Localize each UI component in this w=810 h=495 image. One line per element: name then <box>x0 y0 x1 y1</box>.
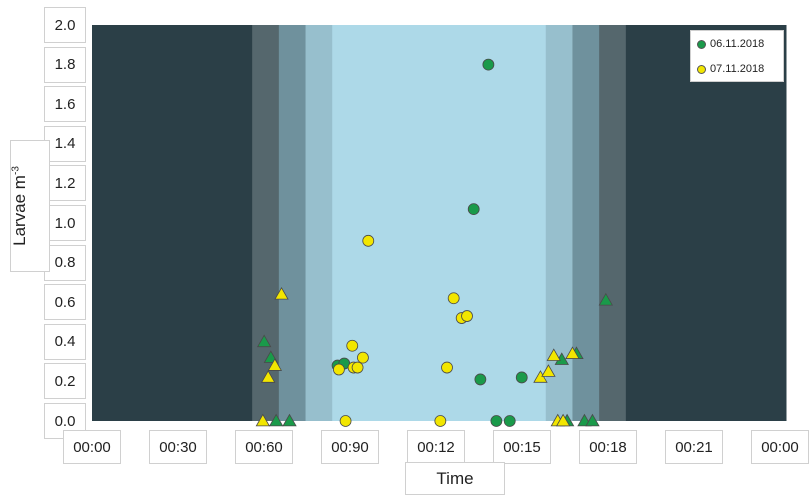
legend-marker-07-11-2018 <box>697 64 706 74</box>
point-series1-17 <box>541 364 556 377</box>
legend-item-06-11-2018: 06.11.2018 <box>697 38 764 50</box>
point-series1-11 <box>434 415 447 427</box>
point-series1-5 <box>339 415 352 427</box>
light-band-2 <box>278 25 307 421</box>
light-band-6 <box>572 25 600 421</box>
legend-item-07-11-2018: 07.11.2018 <box>697 63 764 75</box>
light-band-8 <box>625 25 787 421</box>
point-series1-10 <box>362 234 375 247</box>
point-series0-0 <box>256 334 272 348</box>
light-band-3 <box>305 25 333 421</box>
y-tick-label: 0.6 <box>44 284 86 321</box>
point-series1-18 <box>546 348 561 361</box>
light-band-1 <box>252 25 280 421</box>
point-series0-8 <box>482 58 495 71</box>
y-tick-label: 1.8 <box>44 46 86 83</box>
y-axis-label-box <box>10 140 50 272</box>
y-tick-label: 1.2 <box>44 165 86 202</box>
light-band-0 <box>92 25 253 421</box>
point-series1-2 <box>267 358 283 371</box>
legend: 06.11.2018 07.11.2018 <box>690 30 784 82</box>
x-tick-label: 00:12 <box>407 430 465 464</box>
y-tick-label: 0.8 <box>44 244 86 281</box>
x-tick-label: 00:90 <box>321 430 379 464</box>
y-tick-label: 1.6 <box>44 86 86 123</box>
x-tick-label: 00:00 <box>63 430 121 464</box>
y-tick-label: 0.4 <box>44 323 86 360</box>
point-series0-9 <box>490 415 503 427</box>
point-series1-4 <box>333 363 345 376</box>
point-series0-16 <box>585 413 600 427</box>
data-points <box>255 58 614 427</box>
legend-label-07-11-2018: 07.11.2018 <box>710 63 765 75</box>
point-series1-12 <box>441 361 453 374</box>
point-series1-20 <box>555 413 571 427</box>
daylight-bands <box>92 25 787 421</box>
point-series0-2 <box>268 413 284 427</box>
point-series1-0 <box>255 413 271 427</box>
point-series1-8 <box>351 361 364 374</box>
point-series0-11 <box>515 371 528 384</box>
point-series0-10 <box>503 415 516 427</box>
y-tick-label: 0.2 <box>44 363 86 400</box>
x-tick-label: 00:00 <box>751 430 809 464</box>
x-tick-label: 00:30 <box>149 430 207 464</box>
point-series0-3 <box>282 413 297 427</box>
point-series1-21 <box>565 346 580 359</box>
point-series0-7 <box>474 373 487 386</box>
x-tick-label: 00:21 <box>665 430 723 464</box>
x-tick-label: 00:60 <box>235 430 293 464</box>
y-tick-label: 1.0 <box>44 205 86 241</box>
point-series1-6 <box>346 339 359 352</box>
point-series0-6 <box>467 203 480 216</box>
legend-label-06-11-2018: 06.11.2018 <box>710 38 765 50</box>
light-band-7 <box>599 25 627 421</box>
point-series1-3 <box>274 286 289 300</box>
x-tick-label: 00:18 <box>579 430 637 464</box>
y-tick-label: 1.4 <box>44 125 86 162</box>
x-tick-label: 00:15 <box>493 430 551 464</box>
legend-marker-06-11-2018 <box>697 39 706 49</box>
point-series1-1 <box>260 370 276 383</box>
point-series1-13 <box>447 292 460 305</box>
point-series1-9 <box>357 351 369 364</box>
point-series1-15 <box>461 310 473 322</box>
point-series0-17 <box>598 292 614 306</box>
y-axis-label: Larvae m-3 <box>10 166 29 246</box>
y-tick-label: 2.0 <box>44 7 86 43</box>
x-axis-label: Time <box>405 462 505 495</box>
